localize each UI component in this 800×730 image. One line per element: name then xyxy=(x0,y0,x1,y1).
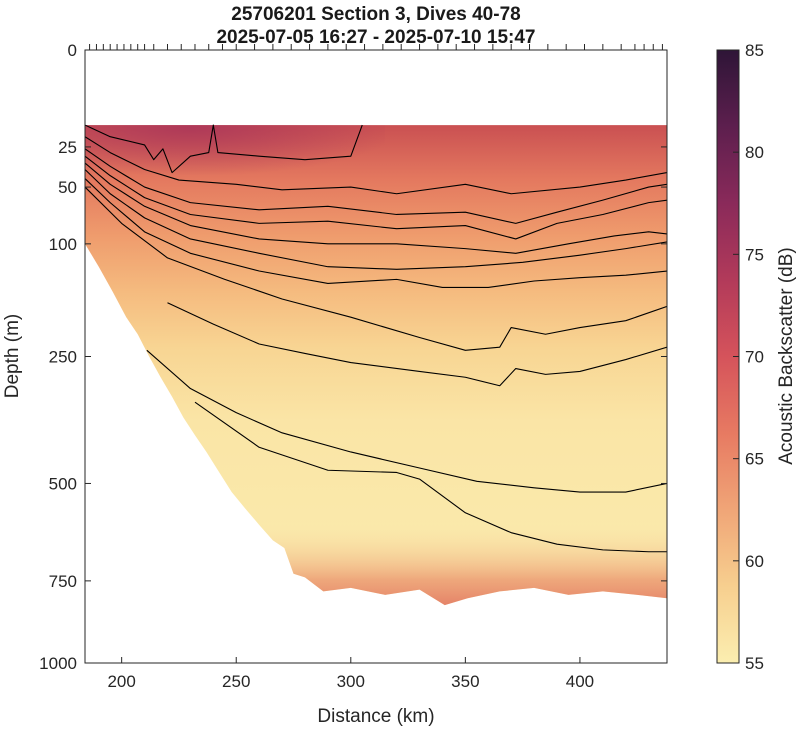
colorbar-tick-label: 60 xyxy=(745,552,764,571)
y-tick-label: 100 xyxy=(49,235,77,254)
colorbar-tick-label: 70 xyxy=(745,348,764,367)
chart-title-line1: 25706201 Section 3, Dives 40-78 xyxy=(231,4,520,25)
y-tick-label: 50 xyxy=(58,178,77,197)
y-axis: 0 25 50 100 250 500 750 1000 xyxy=(39,41,667,673)
contour-line-3 xyxy=(85,148,667,224)
contour-line-8 xyxy=(85,186,667,351)
y-tick-label: 1000 xyxy=(39,654,77,673)
contour-line-2 xyxy=(85,136,667,195)
contour-line-6 xyxy=(85,169,667,270)
x-tick-label: 350 xyxy=(451,672,479,691)
x-tick-label: 200 xyxy=(107,672,135,691)
contour-line-7 xyxy=(85,178,667,288)
contour-line-10 xyxy=(146,349,667,493)
y-axis-label: Depth (m) xyxy=(2,314,23,398)
x-tick-label: 300 xyxy=(337,672,365,691)
colorbar-tick-label: 65 xyxy=(745,450,764,469)
y-tick-label: 25 xyxy=(58,138,77,157)
y-tick-label: 250 xyxy=(49,348,77,367)
contour-line-1 xyxy=(85,124,363,174)
colorbar-tick-label: 85 xyxy=(745,41,764,60)
x-axis-label: Distance (km) xyxy=(317,706,434,727)
x-tick-label: 250 xyxy=(222,672,250,691)
y-tick-label: 0 xyxy=(68,41,77,60)
contour-line-11 xyxy=(194,401,667,553)
contour-line-4 xyxy=(85,155,667,240)
colorbar-label: Acoustic Backscatter (dB) xyxy=(776,247,797,465)
colorbar-tick-label: 55 xyxy=(745,654,764,673)
colorbar-tick-label: 75 xyxy=(745,245,764,264)
dive-position-ticks xyxy=(89,44,663,50)
contour-line-9 xyxy=(167,302,667,387)
contour-line-5 xyxy=(85,162,667,254)
colorbar-axis: 55 60 65 70 75 80 85 xyxy=(733,41,764,673)
x-axis: 200 250 300 350 400 xyxy=(107,657,594,691)
x-tick-label: 400 xyxy=(566,672,594,691)
y-tick-label: 500 xyxy=(49,474,77,493)
chart-title-line2: 2025-07-05 16:27 - 2025-07-10 15:47 xyxy=(216,27,535,48)
y-tick-label: 750 xyxy=(49,572,77,591)
colorbar-tick-label: 80 xyxy=(745,143,764,162)
contour-lines xyxy=(85,124,667,553)
